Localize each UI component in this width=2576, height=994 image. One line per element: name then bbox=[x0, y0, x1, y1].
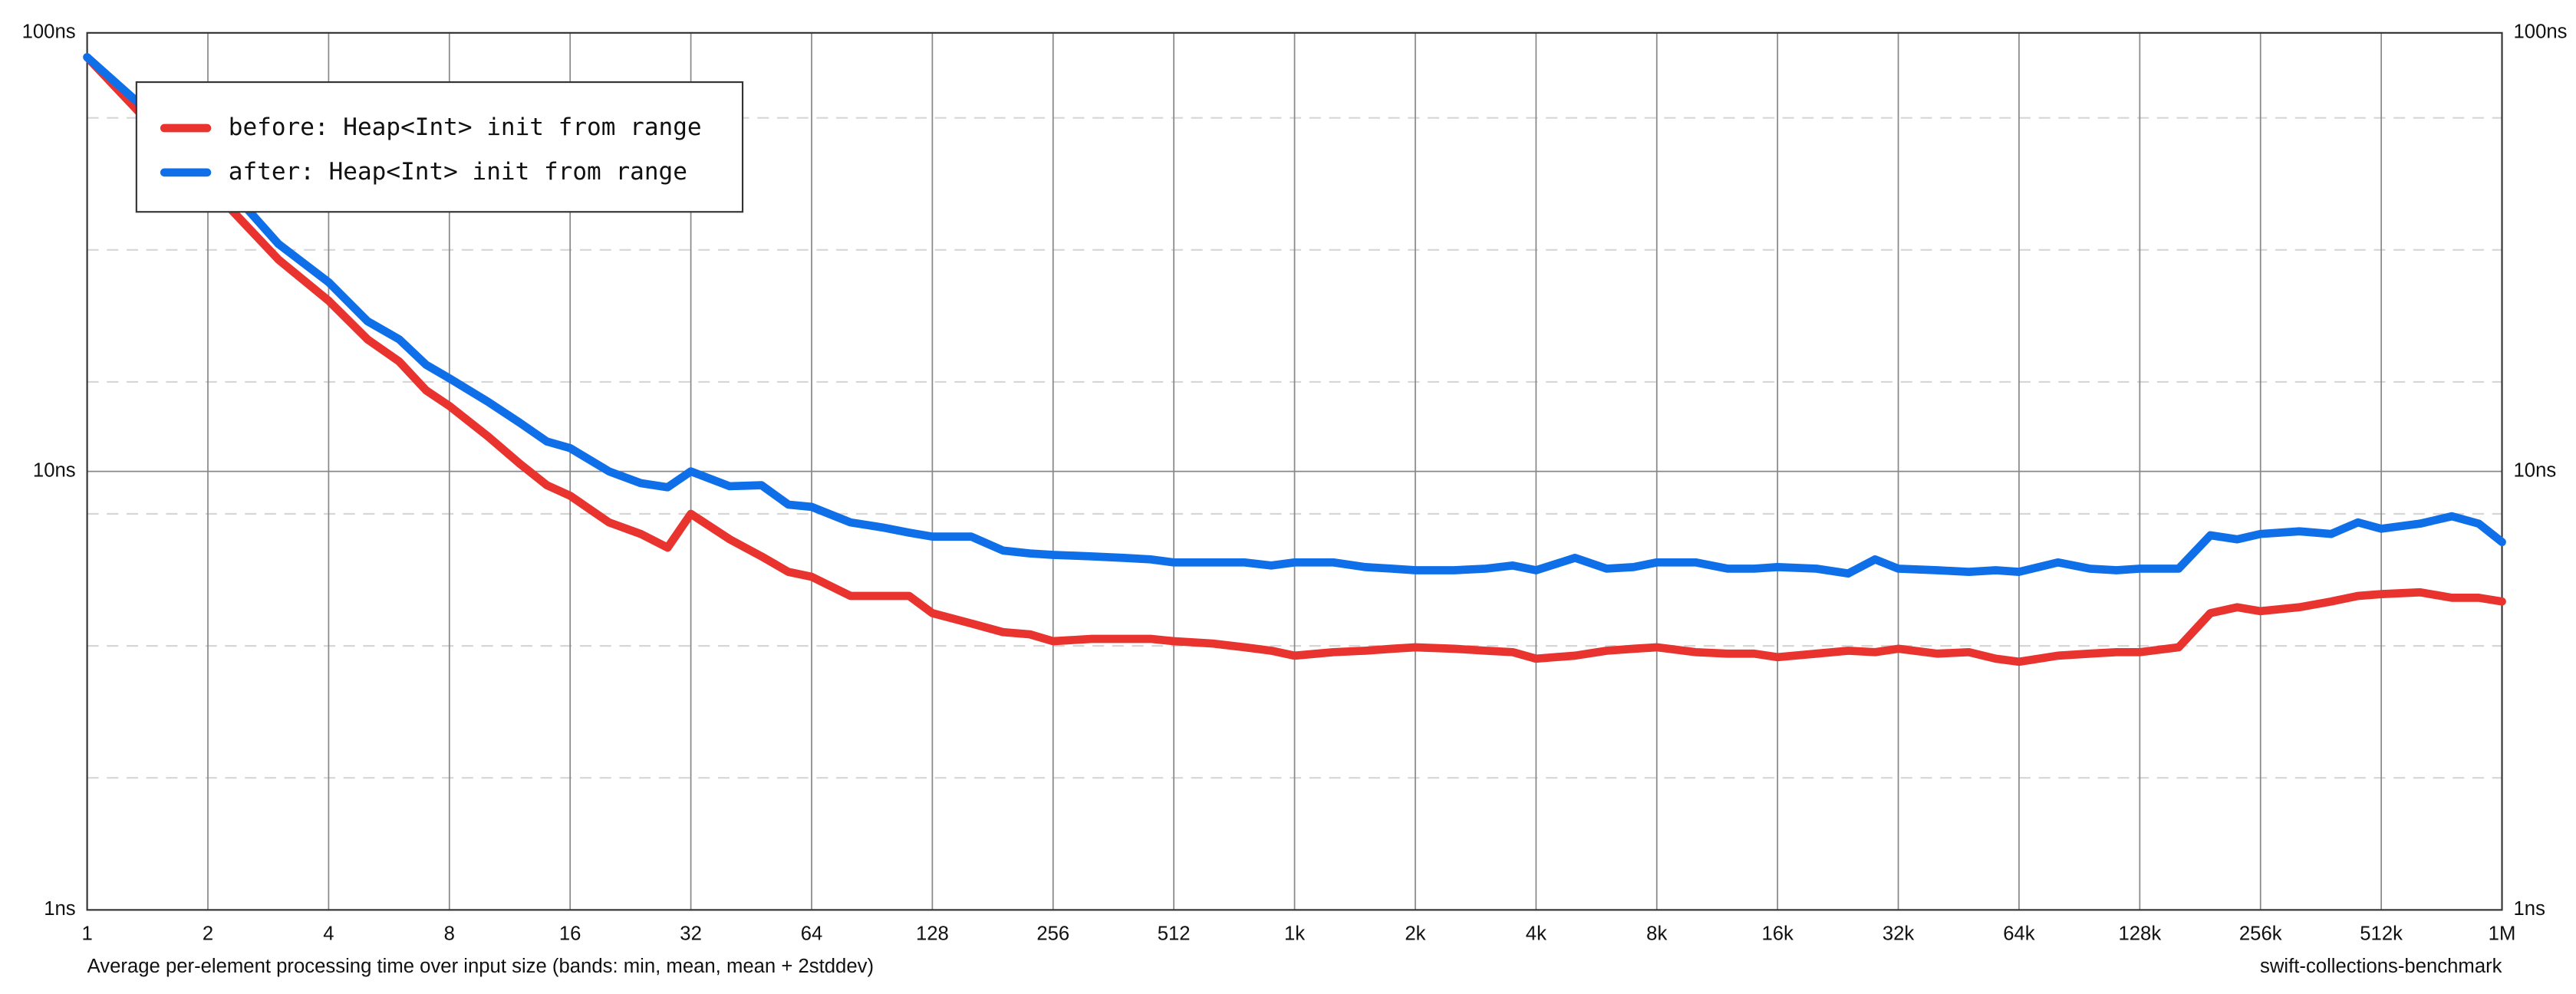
x-tick-label: 512k bbox=[2360, 923, 2403, 944]
x-tick-label: 4k bbox=[1526, 923, 1547, 944]
x-tick-label: 128k bbox=[2118, 923, 2161, 944]
x-tick-label: 32 bbox=[680, 923, 702, 944]
caption: Average per-element processing time over… bbox=[87, 956, 874, 977]
x-tick-label: 4 bbox=[323, 923, 334, 944]
x-tick-label: 1 bbox=[81, 923, 92, 944]
y-tick-label-right: 100ns bbox=[2514, 21, 2568, 43]
x-tick-label: 512 bbox=[1158, 923, 1191, 944]
x-tick-label: 8k bbox=[1646, 923, 1667, 944]
x-tick-label: 2k bbox=[1405, 923, 1425, 944]
x-tick-label: 64k bbox=[2003, 923, 2035, 944]
legend-label: after: Heap<Int> init from range bbox=[229, 158, 687, 186]
x-tick-label: 8 bbox=[444, 923, 455, 944]
y-tick-label: 10ns bbox=[33, 459, 76, 481]
x-tick-label: 32k bbox=[1883, 923, 1915, 944]
x-tick-label: 128 bbox=[916, 923, 949, 944]
x-tick-label: 1k bbox=[1284, 923, 1305, 944]
footer: swift-collections-benchmark bbox=[2260, 956, 2502, 977]
plot-frame bbox=[86, 31, 2503, 911]
x-tick-label: 16 bbox=[559, 923, 581, 944]
series-line bbox=[83, 53, 2506, 578]
x-tick-label: 256 bbox=[1036, 923, 1069, 944]
y-tick-label: 1ns bbox=[44, 898, 75, 920]
x-tick-label: 256k bbox=[2239, 923, 2282, 944]
x-tick-label: 16k bbox=[1761, 923, 1794, 944]
series-line bbox=[83, 53, 2506, 667]
y-tick-label: 100ns bbox=[22, 21, 76, 43]
x-tick-label: 2 bbox=[203, 923, 213, 944]
y-tick-label-right: 10ns bbox=[2514, 459, 2557, 481]
y-tick-label-right: 1ns bbox=[2514, 898, 2545, 920]
legend-box bbox=[135, 81, 744, 213]
x-tick-label: 1M bbox=[2489, 923, 2516, 944]
x-tick-label: 64 bbox=[801, 923, 823, 944]
legend-label: before: Heap<Int> init from range bbox=[229, 114, 702, 141]
